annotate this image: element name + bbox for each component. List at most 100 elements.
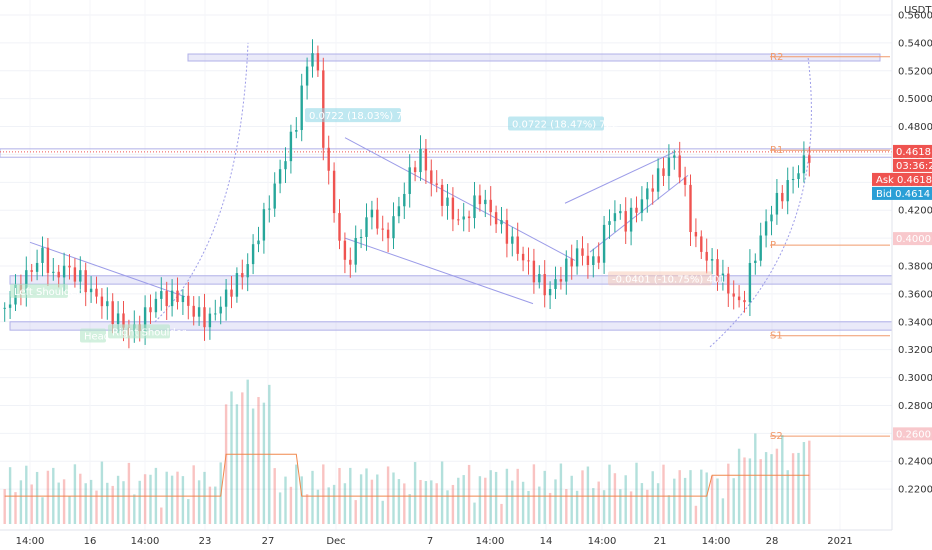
candle-body <box>122 313 125 328</box>
candle-body <box>559 279 563 282</box>
volume-bar <box>786 470 789 524</box>
candle-body <box>694 232 698 237</box>
annotations: 0.0722 (18.03%) 722 0.0722 (18.47%) 722 -0… <box>10 108 726 343</box>
candle-body <box>176 290 179 303</box>
time-axis[interactable]: 14:00 16 14:00 23 27 Dec 7 14:00 14 14:00 21 14:00 2… <box>0 529 892 547</box>
candle-body <box>575 248 579 267</box>
price-tag <box>893 158 932 172</box>
candle-body <box>413 167 417 173</box>
candles <box>3 39 811 349</box>
volume-bar <box>673 478 676 524</box>
arc-curve <box>709 56 812 348</box>
volume-bar <box>538 486 541 524</box>
candle-body <box>392 216 395 239</box>
candle-body <box>116 313 120 325</box>
price-axis[interactable]: USDT0.56000.54000.52000.50000.48000.4600… <box>891 0 932 530</box>
trend-line <box>589 174 689 253</box>
volume-bar <box>143 474 147 524</box>
trend-line <box>564 151 676 204</box>
annotation-text: 0.0722 (18.47%) 722 <box>512 120 618 131</box>
volume-bar <box>289 486 293 524</box>
volume-bar <box>613 473 617 524</box>
volume-bar <box>640 483 644 524</box>
volume-bar <box>484 477 487 524</box>
volume-bar <box>208 486 212 524</box>
volume-bar <box>586 466 590 524</box>
candle-body <box>224 289 228 307</box>
pivot-label: R1 <box>770 145 783 156</box>
candle-body <box>30 270 33 272</box>
candle-body <box>613 213 617 222</box>
volume-bar <box>8 467 12 524</box>
candle-body <box>683 177 687 185</box>
volume-bar <box>489 470 492 524</box>
volume-bar <box>257 397 260 524</box>
candle-body <box>764 221 768 236</box>
candle-body <box>737 296 741 301</box>
volume-bar <box>235 404 239 524</box>
candle-body <box>192 305 195 317</box>
volume-bar <box>354 500 357 524</box>
candle-body <box>797 173 800 180</box>
candle-body <box>570 258 573 267</box>
price-tick-label: 0.3600 <box>898 289 932 300</box>
candle-body <box>246 264 249 278</box>
volume-bar <box>160 507 163 524</box>
candle-body <box>187 295 190 306</box>
price-tick-label: 0.3200 <box>898 345 932 356</box>
volume-bar <box>759 459 762 524</box>
volume-bar <box>683 477 687 524</box>
volume-bar <box>316 489 320 524</box>
candle-body <box>646 188 649 200</box>
time-tick-label: 14:00 <box>16 536 45 547</box>
volume-bar <box>554 479 557 524</box>
time-tick-label: 27 <box>262 536 275 547</box>
annotation-text: 0.0722 (18.03%) 722 <box>309 111 415 122</box>
volume-bar <box>646 489 649 524</box>
candle-body <box>143 307 147 332</box>
volume-bar <box>122 481 125 524</box>
volume-bar <box>41 497 44 524</box>
volume-bar <box>467 464 471 524</box>
volume-bar <box>629 491 633 524</box>
volume-bar <box>327 487 330 524</box>
volume-bar <box>376 474 379 524</box>
candle-body <box>673 155 676 158</box>
annotation-text: Left Shoulder <box>14 287 81 298</box>
candle-body <box>311 53 314 67</box>
candle-body <box>62 265 66 278</box>
volume-bar <box>419 479 422 524</box>
candle-body <box>786 180 789 202</box>
candle-body <box>386 229 390 239</box>
volume-bar <box>430 480 433 524</box>
volume-bar <box>570 475 573 524</box>
candle-body <box>268 208 271 210</box>
time-tick-label: 14:00 <box>702 536 731 547</box>
volume-bar <box>246 379 249 524</box>
volume-bar <box>311 470 314 524</box>
volume-bar <box>500 503 503 524</box>
annotation-box <box>608 271 712 286</box>
price-tag <box>893 232 932 246</box>
candle-body <box>484 199 487 205</box>
candle-body <box>538 274 541 283</box>
candle-body <box>592 256 595 265</box>
volume-bar <box>149 474 152 524</box>
volume-bar <box>543 470 546 524</box>
volume-bar <box>413 462 417 524</box>
time-tick-label: 14:00 <box>588 536 617 547</box>
candle-body <box>770 214 773 222</box>
candle-body <box>521 253 525 261</box>
volume-bar <box>300 476 303 524</box>
volume-bar <box>170 475 174 524</box>
candle-body <box>300 85 303 131</box>
volume-bar <box>802 442 806 524</box>
volume-bar <box>743 457 746 524</box>
candle-body <box>505 220 509 244</box>
price-tag-text: 0.4618 <box>896 147 931 158</box>
volume-bar <box>192 465 195 524</box>
candle-body <box>781 192 784 202</box>
candle-body <box>548 288 552 296</box>
time-tick-label: 21 <box>654 536 667 547</box>
